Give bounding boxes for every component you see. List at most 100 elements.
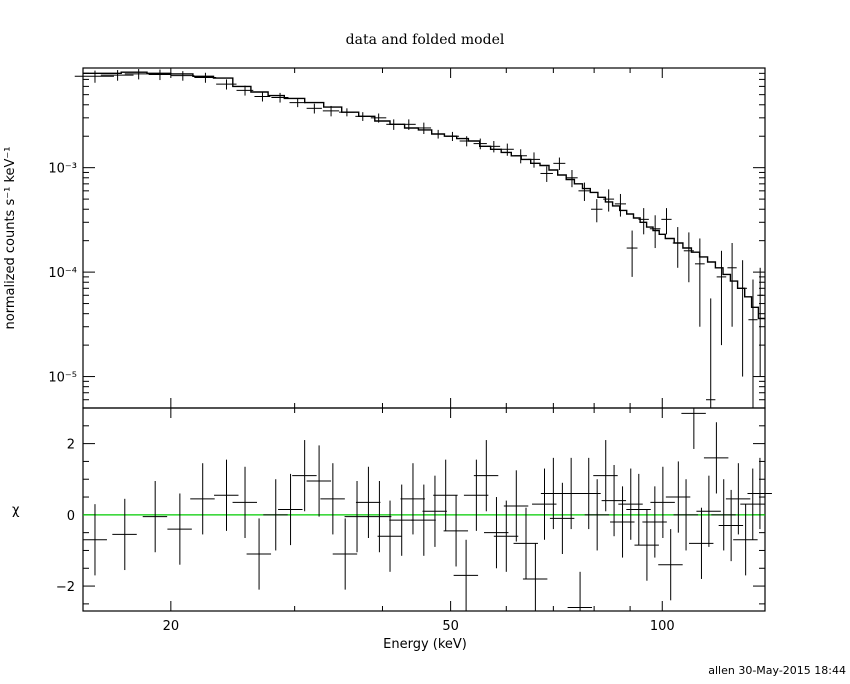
residual-point [232, 466, 257, 538]
data-point [672, 227, 683, 268]
data-point [216, 79, 237, 90]
residual-point [463, 459, 489, 531]
residual-point [263, 479, 288, 551]
y-tick-label-spectrum: 10⁻⁴ [48, 266, 77, 281]
data-point [194, 72, 217, 83]
residual-point [167, 493, 192, 565]
residual-point [142, 481, 168, 553]
data-point [148, 69, 171, 81]
data-point [603, 189, 615, 212]
residual-point [673, 479, 699, 551]
data-point [705, 298, 716, 408]
data-point [386, 119, 401, 130]
residual-point [332, 518, 358, 590]
data-point [683, 232, 694, 283]
data-point [694, 238, 705, 327]
data-point [757, 267, 764, 377]
residual-point [532, 468, 557, 540]
residual-point [292, 440, 317, 512]
residual-point [389, 484, 414, 556]
residual-point [278, 473, 303, 546]
data-point [236, 85, 254, 96]
residual-point [306, 445, 332, 517]
data-point [473, 138, 487, 150]
data-point [614, 193, 626, 217]
data-point [566, 169, 578, 188]
residual-point [400, 463, 425, 535]
data-point [339, 108, 355, 117]
x-axis-label: Energy (keV) [383, 637, 467, 652]
residual-point [576, 457, 601, 530]
data-point [500, 143, 514, 156]
y-tick-label-chi: 0 [67, 509, 75, 524]
tick-labels: 10⁻⁵ 10⁻⁴ 10⁻³ −2 0 2 20 50 100 [48, 162, 674, 634]
spectrum-data [74, 69, 764, 408]
residual-point [190, 463, 215, 535]
data-point [100, 70, 134, 81]
y-axis-label-chi: χ [12, 503, 20, 518]
chart-title: data and folded model [346, 32, 505, 48]
residual-point [567, 571, 593, 611]
data-point [74, 70, 114, 83]
residual-point [433, 459, 458, 531]
residual-point [443, 495, 469, 567]
residual-point [320, 463, 345, 535]
residual-point [718, 489, 744, 562]
data-point [459, 136, 474, 147]
residual-point [513, 507, 538, 579]
residual-point [246, 518, 272, 590]
folded-model [83, 71, 765, 320]
residual-point [601, 464, 627, 537]
data-point [540, 166, 553, 182]
x-tick-label: 20 [163, 619, 180, 634]
y-tick-label-chi: −2 [56, 580, 75, 595]
residual-point [503, 470, 529, 542]
residual-point [214, 459, 239, 531]
data-point [271, 92, 289, 103]
data-point [748, 279, 758, 408]
data-point [401, 119, 416, 130]
residual-point [82, 504, 107, 576]
residual-point [740, 468, 765, 540]
residual-point [665, 461, 691, 533]
spectrum-panel-frame [82, 67, 766, 409]
y-tick-label-chi: 2 [67, 438, 75, 453]
data-point [370, 113, 387, 123]
data-point [514, 149, 527, 164]
residual-point [422, 475, 447, 547]
data-point [355, 112, 371, 121]
data-point [124, 69, 152, 80]
x-tick-label: 100 [650, 619, 675, 634]
data-point [170, 71, 195, 81]
y-tick-label-spectrum: 10⁻³ [48, 162, 77, 177]
residual-panel-frame [82, 407, 766, 612]
residual-point [725, 463, 751, 535]
data-point [289, 98, 306, 108]
residual-point [650, 466, 675, 538]
residual-point [689, 507, 714, 579]
residual-point [473, 440, 499, 512]
data-point [638, 208, 649, 235]
residual-point [711, 479, 736, 551]
data-point [431, 129, 446, 139]
x-tick-label: 50 [442, 619, 459, 634]
residual-point [696, 475, 721, 547]
residual-point [747, 457, 772, 530]
residual-point [733, 504, 758, 576]
axis-ticks [83, 68, 765, 611]
residual-point [112, 498, 137, 571]
data-point [553, 157, 566, 170]
data-point [322, 105, 340, 117]
residual-point [522, 543, 548, 611]
residual-point [584, 479, 610, 551]
residual-point [344, 481, 370, 553]
data-point [738, 260, 748, 377]
residual-point [658, 529, 683, 601]
residual-point [681, 408, 706, 449]
y-axis-label-spectrum: normalized counts s⁻¹ keV⁻¹ [3, 147, 18, 330]
data-point [626, 230, 638, 277]
data-point [445, 131, 460, 142]
residual-point [493, 500, 519, 572]
